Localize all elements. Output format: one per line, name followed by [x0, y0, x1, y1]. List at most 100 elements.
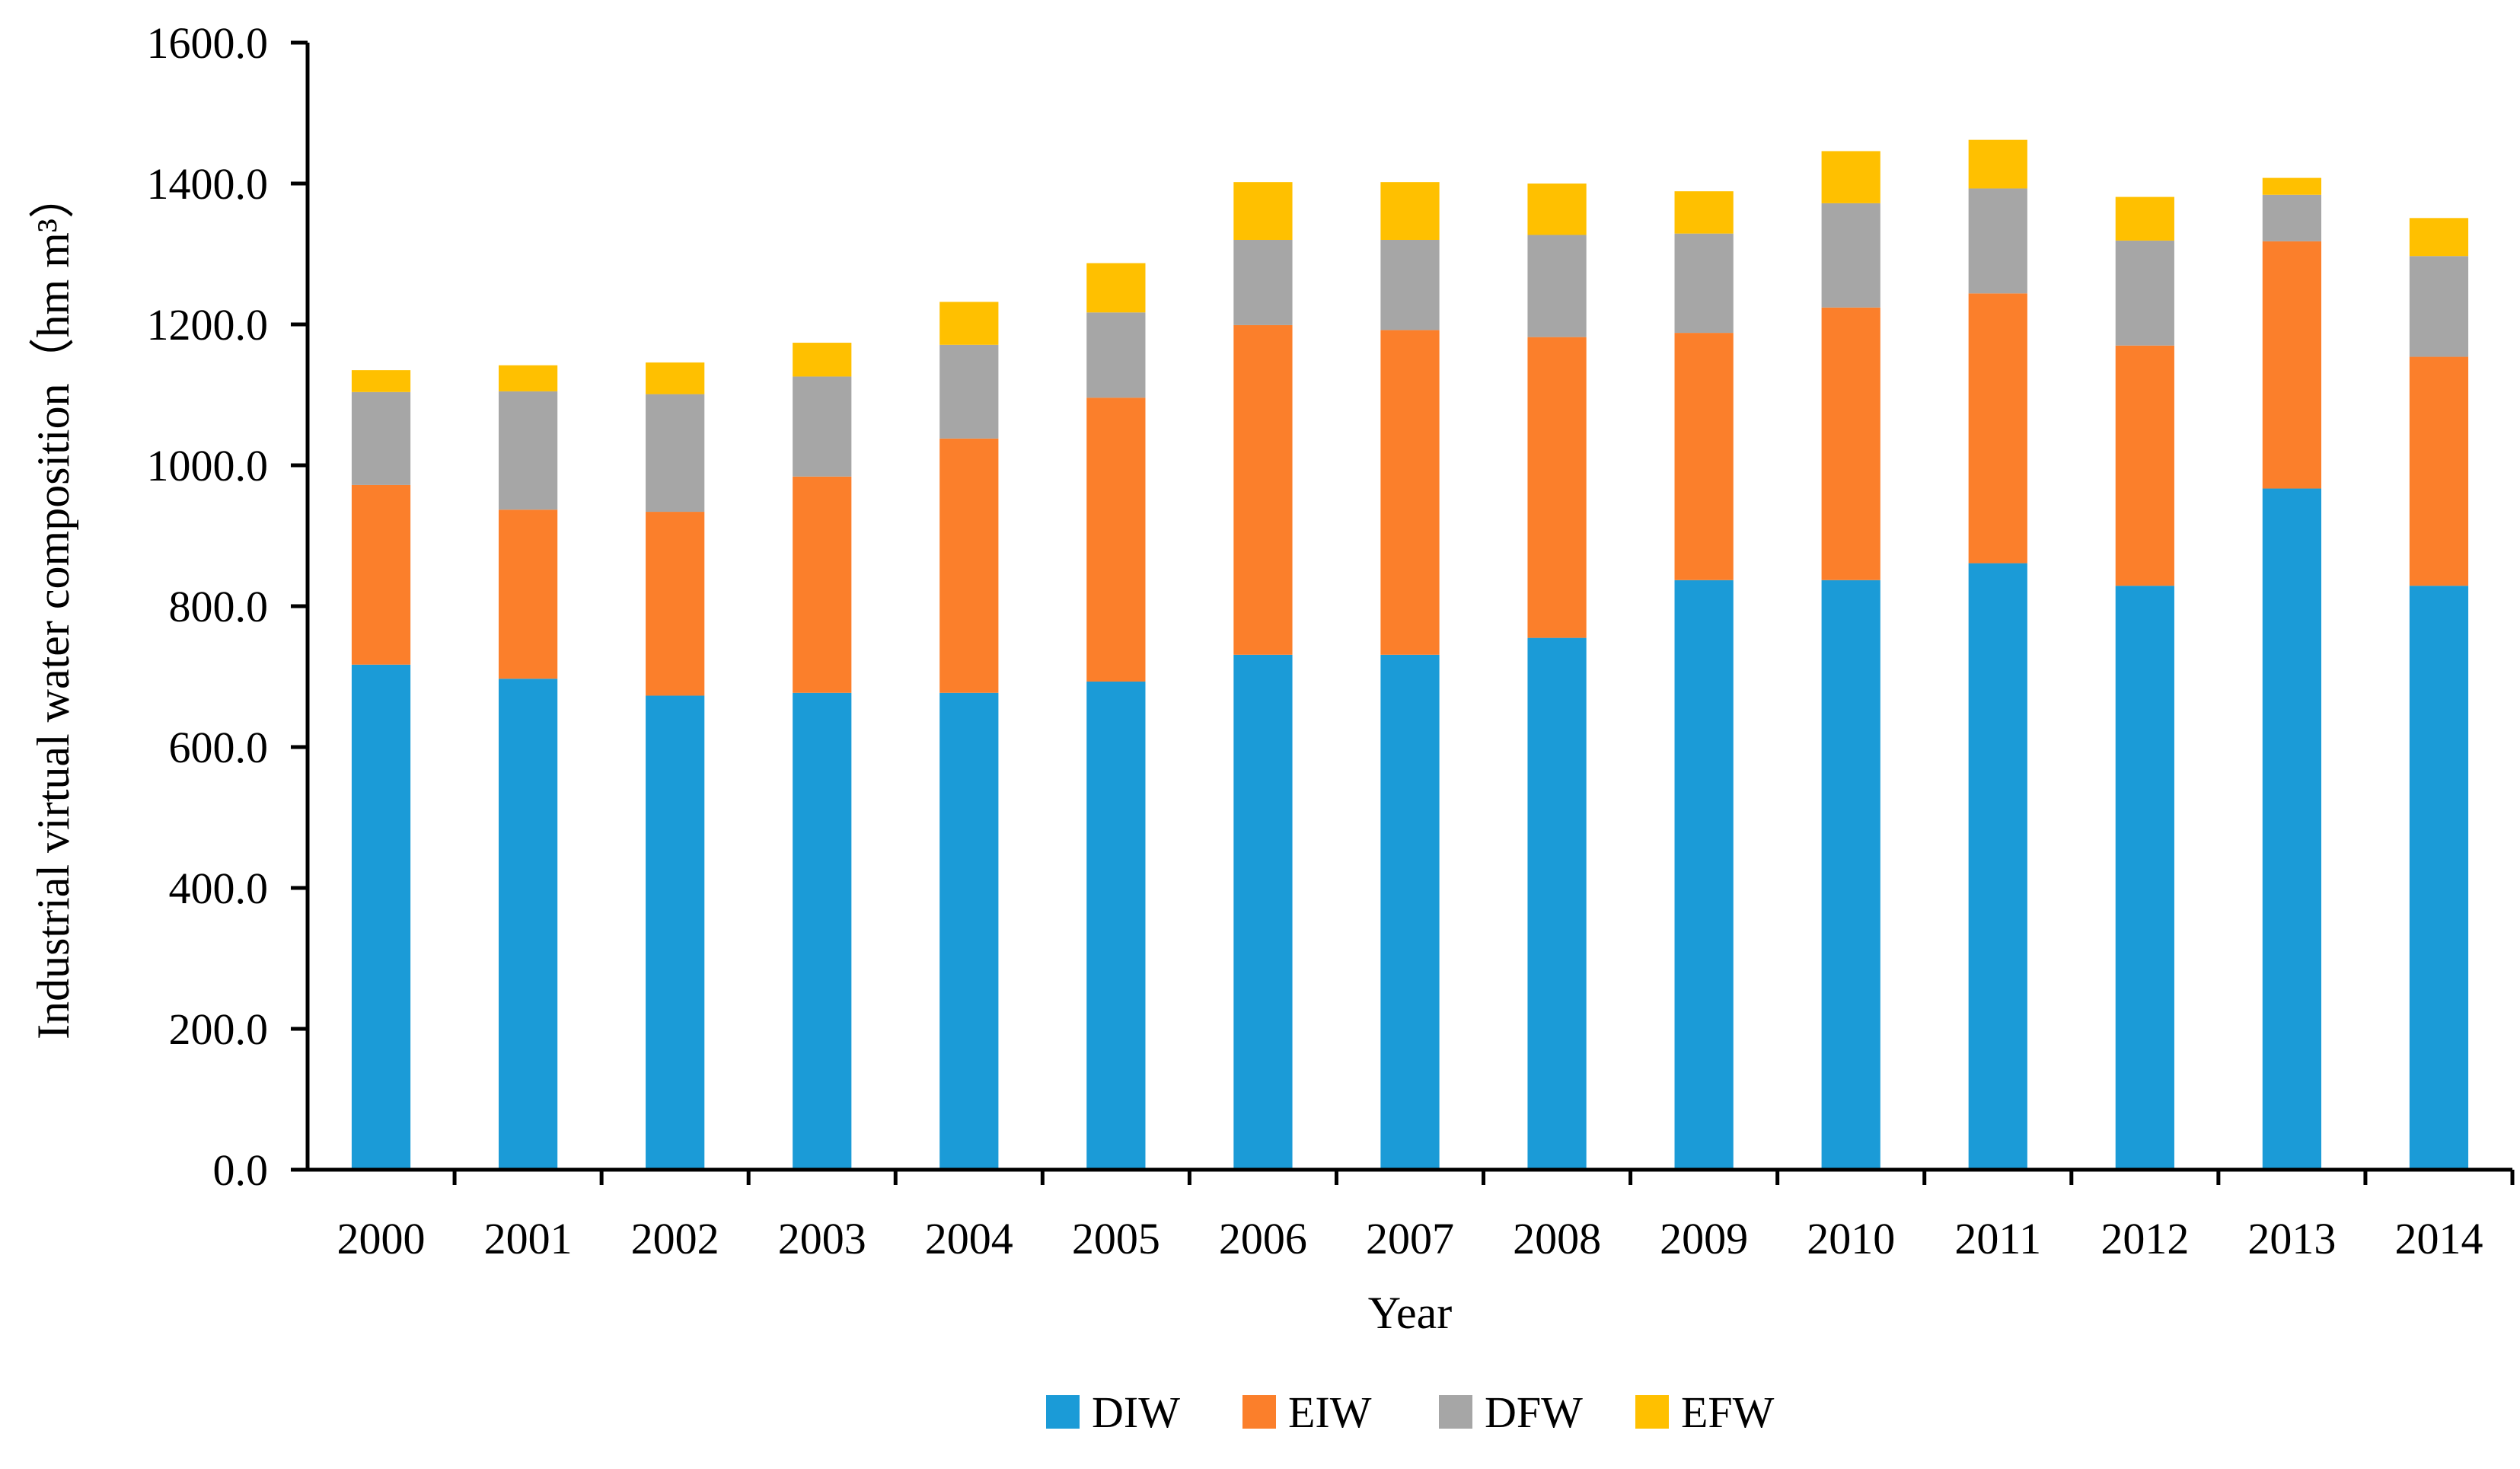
legend-swatch-diw	[1046, 1395, 1080, 1429]
bar-eiw-2008	[1527, 337, 1587, 638]
bar-efw-2002	[646, 362, 705, 394]
bar-diw-2000	[351, 664, 411, 1170]
bar-eiw-2006	[1233, 324, 1293, 655]
x-tick-label: 2004	[925, 1214, 1013, 1263]
bar-dfw-2006	[1233, 240, 1293, 325]
x-tick-label: 2010	[1807, 1214, 1895, 1263]
bar-stack-2014	[2409, 218, 2469, 1170]
bar-dfw-2011	[1968, 188, 2027, 294]
x-tick-labels: 2000 2001 2002 2003 2004 2005 2006 2007 2008 2009…	[337, 1170, 2515, 1263]
x-tick-label: 2001	[484, 1214, 573, 1263]
y-tick-labels: 0.0 200.0 400.0 600.0 800.0 1000.0 1200.0 1400.…	[147, 18, 308, 1195]
bar-efw-2007	[1380, 182, 1440, 240]
bar-diw-2005	[1086, 681, 1146, 1170]
legend: DIW EIW DFW EFW	[1046, 1388, 1775, 1437]
x-tick-label: 2014	[2394, 1214, 2483, 1263]
x-tick-label: 2003	[778, 1214, 866, 1263]
bar-eiw-2003	[793, 476, 852, 693]
bar-eiw-2012	[2115, 345, 2174, 586]
bar-diw-2011	[1968, 563, 2027, 1170]
y-tick-label: 1400.0	[147, 159, 269, 209]
legend-item-efw: EFW	[1635, 1388, 1775, 1437]
legend-label-eiw: EIW	[1288, 1388, 1372, 1437]
bar-stack-2009	[1674, 191, 1734, 1170]
bar-stack-2013	[2262, 177, 2322, 1170]
legend-label-efw: EFW	[1681, 1388, 1775, 1437]
bar-efw-2014	[2409, 218, 2469, 257]
bar-dfw-2007	[1380, 240, 1440, 331]
bar-eiw-2013	[2262, 241, 2322, 489]
bar-dfw-2002	[646, 394, 705, 513]
bar-stack-2006	[1233, 182, 1293, 1170]
bar-efw-2013	[2262, 177, 2322, 195]
legend-label-diw: DIW	[1092, 1388, 1180, 1437]
bar-stack-2011	[1968, 139, 2027, 1170]
bar-efw-2006	[1233, 182, 1293, 240]
bar-dfw-2008	[1527, 235, 1587, 337]
bar-efw-2000	[351, 370, 411, 392]
bar-stack-2002	[646, 362, 705, 1170]
bar-diw-2003	[793, 692, 852, 1170]
bars-layer	[351, 139, 2469, 1170]
bar-stack-2010	[1821, 151, 1880, 1170]
bar-eiw-2010	[1821, 307, 1880, 580]
bar-efw-2003	[793, 343, 852, 377]
x-tick-label: 2000	[337, 1214, 426, 1263]
legend-item-diw: DIW	[1046, 1388, 1180, 1437]
x-tick-label: 2009	[1660, 1214, 1748, 1263]
bar-dfw-2003	[793, 376, 852, 477]
bar-stack-2008	[1527, 184, 1587, 1170]
y-tick-label: 600.0	[169, 723, 269, 772]
bar-diw-2012	[2115, 586, 2174, 1170]
y-axis-title: Industrial virtual water composition（hm …	[28, 173, 78, 1039]
legend-label-dfw: DFW	[1485, 1388, 1583, 1437]
y-tick-label: 400.0	[169, 864, 269, 913]
legend-item-dfw: DFW	[1439, 1388, 1583, 1437]
bar-diw-2004	[939, 692, 999, 1170]
bar-eiw-2007	[1380, 330, 1440, 655]
bar-stack-2012	[2115, 196, 2174, 1170]
y-tick-label: 0.0	[213, 1145, 269, 1195]
x-tick-label: 2002	[631, 1214, 719, 1263]
x-tick-label: 2013	[2247, 1214, 2336, 1263]
bar-eiw-2000	[351, 484, 411, 665]
bar-dfw-2000	[351, 391, 411, 485]
bar-dfw-2012	[2115, 240, 2174, 346]
bar-diw-2006	[1233, 654, 1293, 1170]
bar-efw-2011	[1968, 139, 2027, 189]
bar-dfw-2014	[2409, 256, 2469, 357]
x-tick-label: 2006	[1219, 1214, 1307, 1263]
bar-dfw-2009	[1674, 233, 1734, 334]
bar-efw-2001	[498, 365, 558, 391]
bar-stack-2004	[939, 302, 999, 1170]
bar-stack-2000	[351, 370, 411, 1170]
bar-diw-2007	[1380, 654, 1440, 1170]
bar-stack-2003	[793, 343, 852, 1170]
bar-efw-2008	[1527, 184, 1587, 235]
bar-eiw-2009	[1674, 333, 1734, 580]
bar-diw-2001	[498, 679, 558, 1170]
bar-eiw-2011	[1968, 293, 2027, 564]
bar-efw-2012	[2115, 196, 2174, 241]
x-tick-label: 2012	[2101, 1214, 2189, 1263]
y-tick-label: 1600.0	[147, 18, 269, 68]
bar-diw-2009	[1674, 580, 1734, 1170]
bar-stack-2001	[498, 365, 558, 1170]
bar-diw-2008	[1527, 637, 1587, 1170]
y-tick-label: 200.0	[169, 1004, 269, 1054]
x-tick-label: 2007	[1366, 1214, 1454, 1263]
bar-eiw-2014	[2409, 356, 2469, 586]
y-tick-label: 1200.0	[147, 300, 269, 350]
x-tick-label: 2008	[1513, 1214, 1601, 1263]
bar-diw-2002	[646, 695, 705, 1170]
x-axis-title: Year	[1368, 1288, 1453, 1338]
legend-swatch-dfw	[1439, 1395, 1472, 1429]
bar-diw-2014	[2409, 586, 2469, 1170]
bar-efw-2009	[1674, 191, 1734, 234]
bar-eiw-2004	[939, 438, 999, 693]
bar-dfw-2010	[1821, 203, 1880, 308]
bar-eiw-2001	[498, 509, 558, 679]
x-tick-label: 2011	[1954, 1214, 2041, 1263]
